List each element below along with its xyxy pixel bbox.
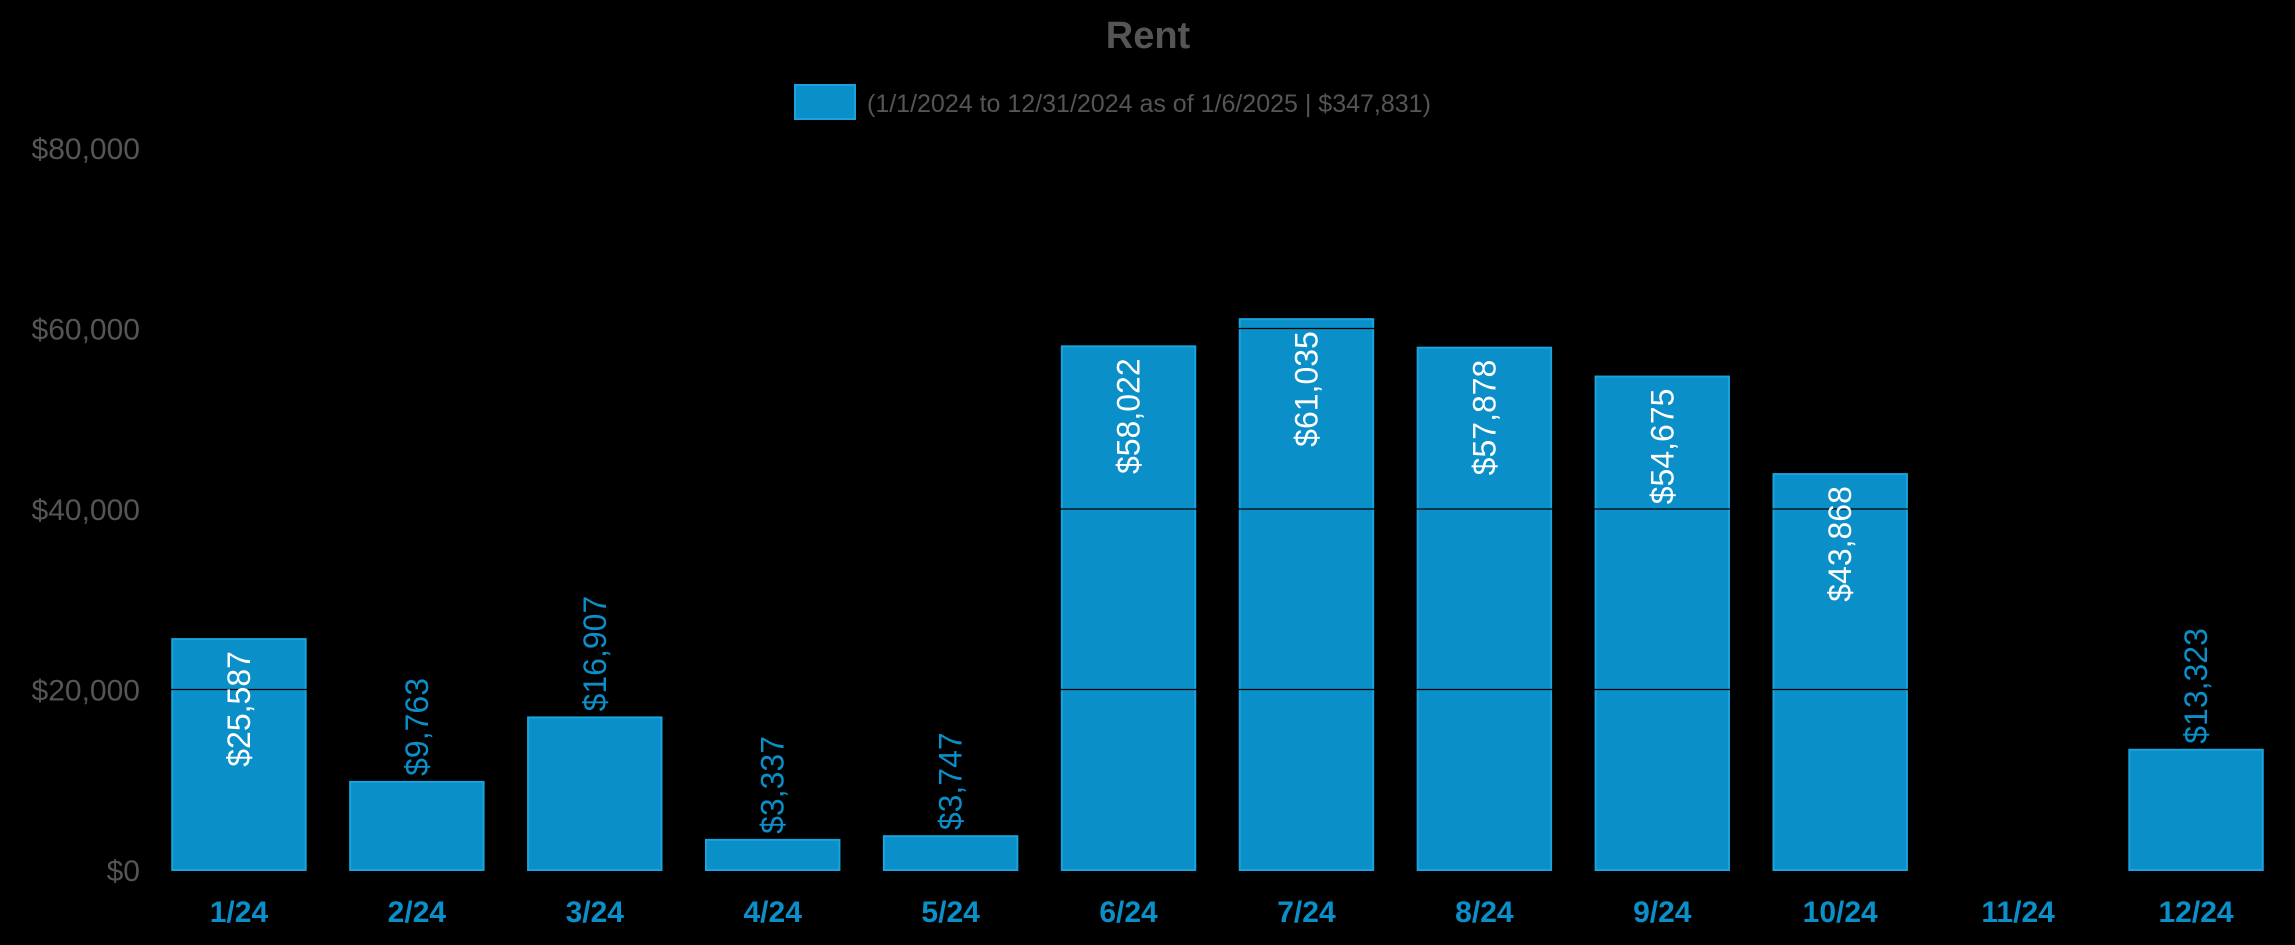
- bar[interactable]: [1594, 375, 1731, 871]
- bar[interactable]: [1772, 473, 1908, 871]
- y-tick-label: $60,000: [32, 314, 140, 347]
- x-tick-label: 3/24: [566, 896, 625, 929]
- x-axis: 1/24 2/24 3/24 4/24 5/24 6/24 7/24 8/24 9/24 10/2…: [210, 896, 2234, 929]
- y-axis: $0 $20,000 $40,000 $60,000 $80,000: [32, 133, 140, 888]
- y-tick-label: $0: [107, 855, 140, 888]
- data-label: $13,323: [2178, 628, 2214, 744]
- bar[interactable]: [2128, 748, 2264, 872]
- data-label: $54,675: [1644, 389, 1680, 505]
- bar[interactable]: [349, 780, 485, 871]
- data-label: $61,035: [1288, 331, 1324, 447]
- bar[interactable]: [882, 835, 1019, 872]
- data-label: $16,907: [577, 596, 613, 712]
- bar[interactable]: [1060, 345, 1197, 871]
- x-tick-label: 1/24: [210, 896, 269, 929]
- x-tick-label: 5/24: [921, 896, 980, 929]
- y-tick-label: $40,000: [32, 494, 140, 527]
- data-labels: $25,587 $9,763 $16,907 $3,337 $3,747 $58,022 $…: [221, 331, 2214, 834]
- x-tick-label: 8/24: [1455, 896, 1514, 929]
- x-tick-label: 9/24: [1633, 896, 1692, 929]
- legend-label: (1/1/2024 to 12/31/2024 as of 1/6/2025 |…: [867, 90, 1431, 118]
- gridlines: [150, 147, 2285, 691]
- data-label: $43,868: [1822, 486, 1858, 602]
- data-label: $58,022: [1111, 358, 1147, 474]
- x-tick-label: 12/24: [2159, 896, 2234, 929]
- legend-swatch: [794, 84, 856, 120]
- x-tick-label: 11/24: [1981, 896, 2055, 929]
- bar[interactable]: [1416, 346, 1553, 871]
- data-label: $3,747: [933, 732, 969, 830]
- x-tick-label: 2/24: [388, 896, 447, 929]
- x-tick-label: 6/24: [1099, 896, 1158, 929]
- legend[interactable]: (1/1/2024 to 12/31/2024 as of 1/6/2025 |…: [794, 84, 1431, 120]
- data-label: $9,763: [399, 678, 435, 776]
- x-tick-label: 4/24: [744, 896, 803, 929]
- bar[interactable]: [704, 838, 841, 871]
- bars: [171, 318, 2264, 872]
- data-label: $3,337: [755, 736, 791, 834]
- bar[interactable]: [527, 716, 663, 871]
- data-label: $25,587: [221, 651, 257, 767]
- bar[interactable]: [171, 638, 307, 871]
- y-tick-label: $20,000: [32, 675, 140, 708]
- data-label: $57,878: [1466, 360, 1502, 476]
- y-tick-label: $80,000: [32, 133, 140, 166]
- chart-title: Rent: [1106, 15, 1191, 57]
- x-tick-label: 7/24: [1277, 896, 1336, 929]
- bar[interactable]: [1238, 318, 1375, 871]
- x-tick-label: 10/24: [1803, 896, 1878, 929]
